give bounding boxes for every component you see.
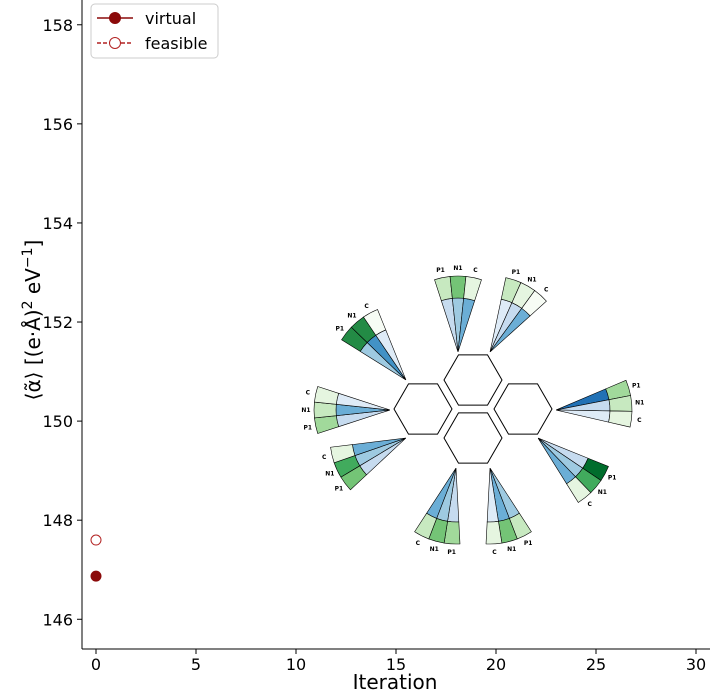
- wedge-outer: [414, 512, 438, 540]
- wedge-label: N1: [301, 407, 310, 414]
- wedge-label: C: [306, 390, 311, 397]
- y-axis-label: ⟨α̃⟩ [(e·Å)2 eV−1]: [20, 240, 45, 401]
- wedge-label: P1: [608, 474, 617, 481]
- ring: [443, 412, 503, 464]
- wedge-outer: [314, 415, 340, 434]
- wedge-outer: [449, 275, 467, 299]
- ring: [393, 383, 453, 435]
- y-tick-label: 146: [42, 610, 73, 629]
- x-tick-label: 0: [91, 655, 101, 674]
- y-tick-label: 156: [42, 115, 73, 134]
- wedge-label: C: [364, 303, 369, 310]
- wedge-outer: [566, 476, 592, 503]
- x-axis-label: Iteration: [353, 670, 438, 693]
- legend: virtual feasible: [90, 3, 219, 59]
- wedge-label: C: [322, 454, 327, 461]
- wedge-label: P1: [336, 325, 345, 332]
- x-tick-label: 25: [586, 655, 606, 674]
- wedge-label: C: [492, 549, 497, 556]
- ring: [493, 383, 553, 435]
- wedge-label: P1: [512, 269, 521, 276]
- wedge-label: P1: [524, 540, 533, 547]
- wedge-label: N1: [430, 546, 439, 553]
- legend-marker-virtual: [109, 12, 121, 24]
- data-point-virtual: [90, 570, 102, 582]
- wedge-label: N1: [527, 276, 536, 283]
- wedge-label: P1: [632, 382, 641, 389]
- y-tick-label: 148: [42, 511, 73, 530]
- wedge-label: P1: [335, 486, 344, 493]
- x-tick-label: 30: [686, 655, 706, 674]
- wedge-label: C: [416, 540, 421, 547]
- wedge-outer: [363, 309, 387, 336]
- wedge-label: P1: [436, 267, 445, 274]
- wedge-outer: [521, 290, 547, 317]
- y-tick-label: 152: [42, 313, 73, 332]
- axes: 0 5 10 15 20 25 30 146 148 150 152 154 156 158: [42, 0, 710, 674]
- y-tick-label: 154: [42, 214, 73, 233]
- wedge-label: N1: [635, 400, 644, 407]
- x-tick-label: 10: [286, 655, 306, 674]
- wedge-label: P1: [447, 549, 456, 556]
- x-tick-label: 20: [486, 655, 506, 674]
- x-tick-label: 15: [386, 655, 406, 674]
- wedge-label: N1: [325, 470, 334, 477]
- legend-label-virtual: virtual: [145, 9, 196, 28]
- wedge-label: N1: [453, 265, 462, 272]
- y-tick-label: 158: [42, 16, 73, 35]
- ring: [443, 354, 503, 406]
- y-tick-label: 150: [42, 412, 73, 431]
- wedge-label: N1: [507, 546, 516, 553]
- wedge-outer: [463, 276, 482, 302]
- data-point-feasible: [90, 534, 102, 546]
- wedge-outer: [314, 386, 340, 405]
- wedge-outer: [485, 520, 503, 545]
- wedge-label: C: [473, 267, 478, 274]
- wedge-label: C: [588, 501, 593, 508]
- wedge-outer: [313, 401, 337, 419]
- wedge-label: N1: [347, 313, 356, 320]
- legend-marker-feasible: [109, 37, 121, 49]
- wedge-label: C: [544, 287, 549, 294]
- wedge-outer: [330, 444, 356, 464]
- wedge-inner: [556, 409, 611, 423]
- wedge-label: P1: [304, 424, 313, 431]
- wedge-outer: [608, 410, 633, 428]
- data-points: [90, 534, 102, 582]
- legend-label-feasible: feasible: [145, 34, 208, 53]
- x-tick-label: 5: [191, 655, 201, 674]
- wedge-label: N1: [598, 489, 607, 496]
- wedge-label: C: [637, 417, 642, 424]
- wedge-outer: [434, 276, 453, 302]
